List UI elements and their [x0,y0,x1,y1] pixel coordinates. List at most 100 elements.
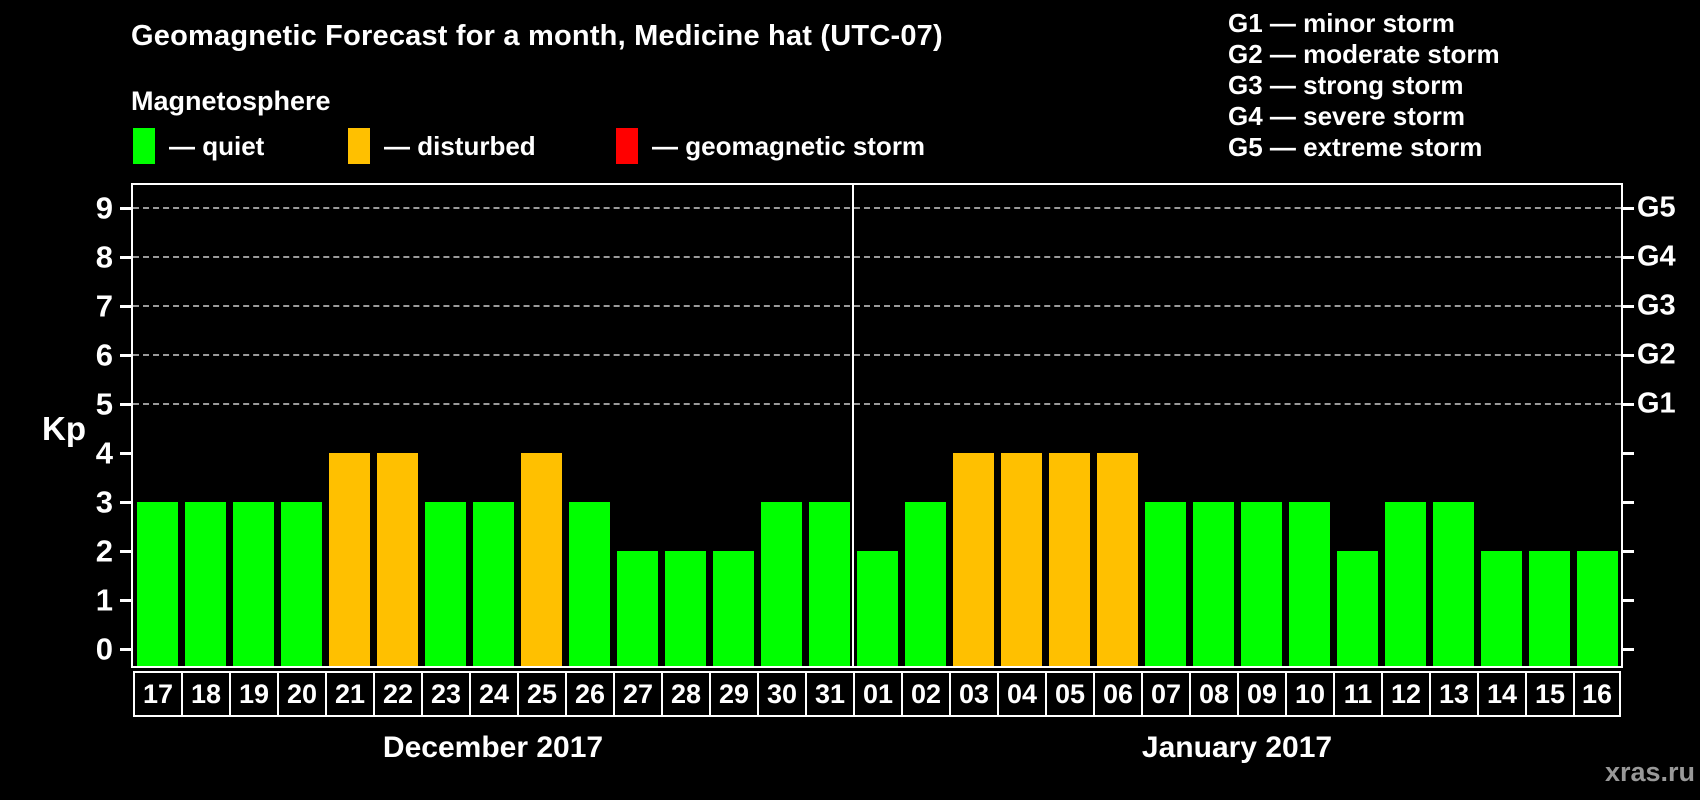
kp-bar [1000,453,1042,666]
day-label: 17 [133,671,183,717]
day-label: 06 [1093,671,1143,717]
day-label: 02 [901,671,951,717]
y-axis-tick [120,207,131,210]
legend-label-disturbed: — disturbed [384,130,536,161]
kp-bar [1048,453,1090,666]
watermark: xras.ru [1604,757,1695,787]
g-scale-label-g2: G2 [1637,338,1676,371]
day-label: 12 [1381,671,1431,717]
legend-item-disturbed: — disturbed [348,128,536,164]
kp-bar [1432,502,1474,666]
gridline-kp-5 [133,403,1621,405]
day-label: 18 [181,671,231,717]
y-axis-tick [120,501,131,504]
g-scale-label-g3: G3 [1637,289,1676,322]
day-label: 23 [421,671,471,717]
day-label: 07 [1141,671,1191,717]
storm-scale-item: G5 — extreme storm [1228,132,1483,162]
day-label: 26 [565,671,615,717]
y-axis-tick-label: 5 [95,386,113,422]
kp-bar [1384,502,1426,666]
day-label: 08 [1189,671,1239,717]
y-axis-tick [120,403,131,406]
gridline-kp-7 [133,305,1621,307]
y-axis-tick-right [1623,648,1634,651]
day-label: 20 [277,671,327,717]
month-label-january: January 2017 [1141,731,1333,764]
kp-bar [1576,551,1618,666]
y-axis-tick-label: 8 [95,239,113,275]
kp-bar [1288,502,1330,666]
legend-item-storm: — geomagnetic storm [616,128,925,164]
day-label: 01 [853,671,903,717]
day-label: 30 [757,671,807,717]
day-label: 21 [325,671,375,717]
day-label: 05 [1045,671,1095,717]
magnetosphere-label: Magnetosphere [131,86,331,116]
y-axis-tick [120,305,131,308]
day-label: 15 [1525,671,1575,717]
kp-bar [904,502,946,666]
kp-bar [1096,453,1138,666]
y-axis-tick-label: 6 [95,337,113,373]
kp-bar [1240,502,1282,666]
y-axis-tick-right [1623,501,1634,504]
day-label: 16 [1573,671,1621,717]
y-axis-title: Kp [42,410,86,447]
kp-bar [1528,551,1570,666]
day-label: 03 [949,671,999,717]
legend-label-storm: — geomagnetic storm [652,130,926,161]
gridline-kp-6 [133,354,1621,356]
kp-bar [808,502,850,666]
y-axis-tick-right [1623,207,1634,210]
day-label: 29 [709,671,759,717]
day-label: 09 [1237,671,1287,717]
kp-bar [568,502,610,666]
legend-item-quiet: — quiet [133,128,264,164]
storm-swatch-icon [616,128,638,164]
kp-bar [376,453,418,666]
y-axis-tick-right [1623,452,1634,455]
y-axis-tick [120,550,131,553]
disturbed-swatch-icon [348,128,370,164]
page-title: Geomagnetic Forecast for a month, Medici… [131,20,943,52]
storm-scale-item: G3 — strong storm [1228,70,1464,100]
y-axis-tick [120,452,131,455]
kp-bar [280,502,322,666]
kp-bar [856,551,898,666]
day-label: 31 [805,671,855,717]
kp-bar [1144,502,1186,666]
y-axis-tick-right [1623,403,1634,406]
kp-bar [520,453,562,666]
kp-bar [952,453,994,666]
y-axis-tick-right [1623,354,1634,357]
legend-label-quiet: — quiet [169,130,265,161]
y-axis-tick-right [1623,305,1634,308]
kp-bar [136,502,178,666]
y-axis-tick-label: 2 [95,533,113,569]
y-axis-tick [120,648,131,651]
storm-scale-item: G2 — moderate storm [1228,39,1500,69]
day-label: 10 [1285,671,1335,717]
kp-bar [616,551,658,666]
month-label-december: December 2017 [382,731,604,764]
y-axis-tick [120,599,131,602]
quiet-swatch-icon [133,128,155,164]
kp-bar [1336,551,1378,666]
storm-scale-legend: G1 — minor storm G2 — moderate storm G3 — … [1228,8,1500,163]
kp-bar [232,502,274,666]
kp-bar [760,502,802,666]
day-label: 04 [997,671,1047,717]
kp-bar [472,502,514,666]
y-axis-tick-right [1623,599,1634,602]
kp-bar [184,502,226,666]
day-label: 11 [1333,671,1383,717]
y-axis-tick [120,354,131,357]
kp-bar [424,502,466,666]
y-axis-tick-label: 0 [95,631,113,667]
g-scale-label-g4: G4 [1637,240,1676,273]
day-label: 14 [1477,671,1527,717]
y-axis-tick-label: 4 [95,435,113,471]
storm-scale-item: G4 — severe storm [1228,101,1466,131]
